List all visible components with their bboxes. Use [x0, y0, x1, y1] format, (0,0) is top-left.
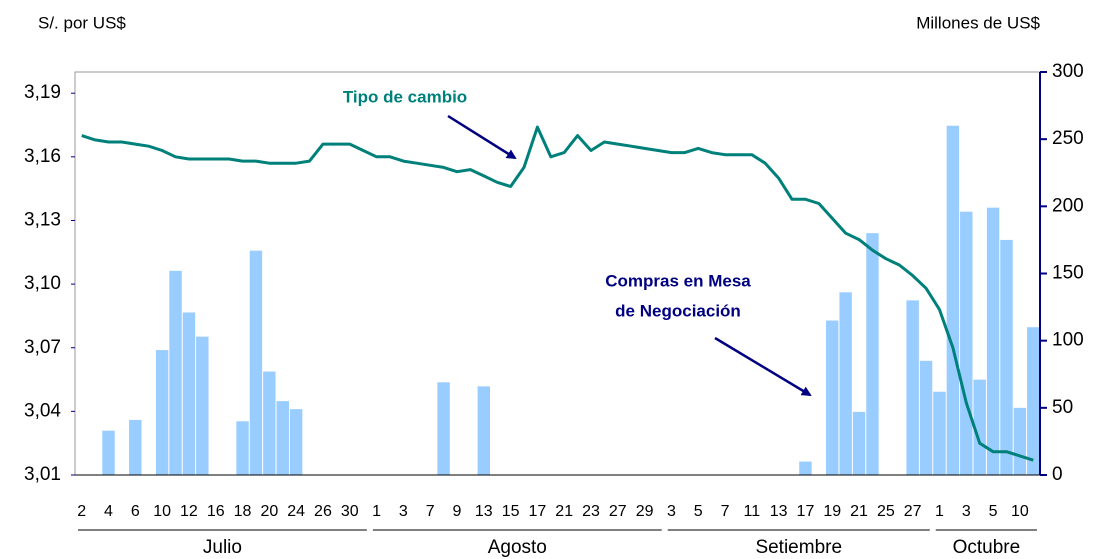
x-tick-label: 15 — [502, 503, 520, 520]
month-label: Setiembre — [755, 537, 842, 558]
x-tick-label: 17 — [528, 503, 546, 520]
bar — [263, 371, 276, 475]
x-tick-label: 4 — [104, 503, 113, 520]
y2-tick-label: 150 — [1052, 263, 1084, 284]
bar — [129, 419, 142, 475]
bar — [906, 300, 919, 475]
x-tick-label: 3 — [399, 503, 408, 520]
x-tick-label: 11 — [744, 503, 761, 520]
x-tick-label: 13 — [770, 503, 788, 520]
x-tick-label: 20 — [260, 503, 278, 520]
bar — [826, 320, 839, 475]
x-tick-label: 3 — [667, 503, 676, 520]
month-label: Julio — [203, 537, 242, 558]
y-tick-label: 3,04 — [24, 400, 61, 421]
bar — [477, 386, 490, 475]
x-tick-label: 9 — [453, 503, 462, 520]
x-tick-label: 26 — [314, 503, 332, 520]
annotation: Tipo de cambio — [343, 87, 467, 106]
x-tick-label: 7 — [426, 503, 435, 520]
x-tick-label: 13 — [475, 503, 493, 520]
x-tick-label: 1 — [372, 503, 381, 520]
bar — [986, 207, 1000, 475]
bar — [839, 292, 852, 475]
x-tick-label: 12 — [180, 503, 198, 520]
x-tick-label: 24 — [287, 503, 305, 520]
x-tick-label: 18 — [234, 503, 252, 520]
x-tick-label: 19 — [823, 503, 841, 520]
x-tick-label: 2 — [77, 503, 86, 520]
x-tick-label: 27 — [609, 503, 627, 520]
bar — [852, 411, 866, 475]
y2-tick-label: 300 — [1052, 61, 1084, 82]
bar — [289, 409, 303, 475]
bar — [155, 350, 169, 475]
x-tick-label: 21 — [555, 503, 573, 520]
y2-tick-label: 100 — [1052, 330, 1084, 351]
y-tick-label: 3,10 — [24, 273, 61, 294]
x-tick-label: 25 — [877, 503, 895, 520]
y2-axis-title: Millones de US$ — [916, 13, 1040, 32]
y-tick-label: 3,16 — [24, 146, 61, 167]
x-tick-label: 5 — [694, 503, 703, 520]
bar — [866, 233, 879, 475]
bar — [933, 391, 946, 475]
y-tick-label: 3,07 — [24, 337, 61, 358]
y-tick-label: 3,19 — [24, 82, 61, 103]
y-tick-label: 3,01 — [24, 464, 61, 485]
bar — [196, 336, 209, 475]
y2-tick-label: 0 — [1052, 464, 1063, 485]
exchange-rate-line — [81, 125, 1034, 462]
x-tick-label: 1 — [935, 503, 944, 520]
x-tick-label: 5 — [989, 503, 998, 520]
bar — [102, 430, 115, 475]
bar — [169, 270, 182, 475]
x-tick-label: 17 — [797, 503, 815, 520]
bar — [437, 382, 450, 475]
bar — [960, 211, 973, 475]
annotation-arrow — [447, 114, 517, 160]
y-axis-title: S/. por US$ — [38, 13, 126, 32]
x-tick-label: 23 — [582, 503, 600, 520]
bar — [1027, 327, 1040, 475]
bar — [1000, 239, 1013, 475]
x-tick-label: 16 — [207, 503, 225, 520]
x-tick-label: 27 — [904, 503, 922, 520]
month-label: Octubre — [953, 537, 1021, 558]
plot-area — [74, 71, 1041, 476]
bar — [182, 312, 196, 475]
annotation-arrow — [714, 336, 812, 397]
y2-tick-label: 200 — [1052, 195, 1084, 216]
y-tick-label: 3,13 — [24, 209, 61, 230]
x-tick-label: 3 — [962, 503, 971, 520]
bar — [276, 401, 289, 475]
bar — [236, 421, 249, 475]
x-tick-label: 30 — [341, 503, 359, 520]
y2-tick-label: 250 — [1052, 128, 1084, 149]
x-tick-label: 10 — [1011, 503, 1029, 520]
x-tick-label: 7 — [721, 503, 730, 520]
annotation: Compras en Mesa — [605, 271, 751, 290]
bar — [1013, 407, 1027, 475]
annotation: de Negociación — [615, 301, 741, 320]
x-tick-label: 21 — [850, 503, 868, 520]
bar — [946, 125, 960, 475]
bar — [249, 250, 263, 475]
bar — [919, 360, 933, 475]
x-tick-label: 29 — [636, 503, 654, 520]
bar — [973, 379, 986, 475]
month-label: Agosto — [488, 537, 547, 558]
x-tick-label: 6 — [131, 503, 140, 520]
bar — [799, 461, 812, 475]
y2-tick-label: 50 — [1052, 397, 1073, 418]
x-tick-label: 10 — [153, 503, 171, 520]
